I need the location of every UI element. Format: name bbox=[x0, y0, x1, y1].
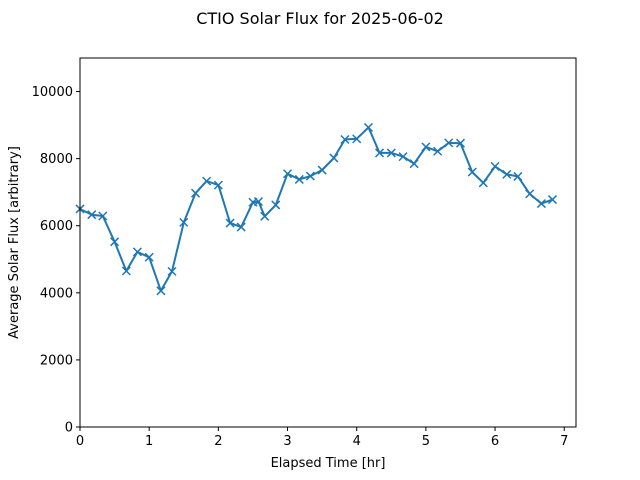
x-tick-label: 4 bbox=[353, 434, 361, 449]
data-point-marker bbox=[110, 237, 120, 247]
y-tick-label: 0 bbox=[65, 421, 73, 436]
x-tick-label: 2 bbox=[214, 434, 222, 449]
x-axis: 0 1 2 3 4 5 6 7 bbox=[76, 427, 568, 449]
data-point-marker bbox=[444, 138, 454, 148]
data-point-marker bbox=[547, 195, 558, 205]
y-tick-label: 4000 bbox=[40, 286, 73, 301]
data-point-marker bbox=[375, 148, 385, 158]
y-tick-label: 6000 bbox=[40, 219, 73, 234]
data-point-marker bbox=[294, 174, 304, 184]
chart-title: CTIO Solar Flux for 2025-06-02 bbox=[196, 9, 444, 28]
series-line bbox=[79, 126, 553, 292]
data-point-marker bbox=[260, 211, 270, 221]
data-point-marker bbox=[179, 217, 189, 227]
data-point-marker bbox=[490, 161, 500, 171]
plot-frame bbox=[79, 57, 577, 428]
data-point-marker bbox=[467, 167, 477, 177]
data-point-marker bbox=[433, 146, 443, 156]
data-point-marker bbox=[156, 286, 166, 296]
data-point-marker bbox=[236, 222, 246, 232]
x-tick-label: 3 bbox=[283, 434, 291, 449]
data-point-marker bbox=[305, 171, 315, 181]
x-tick-label: 7 bbox=[560, 434, 568, 449]
plot-content bbox=[75, 122, 558, 296]
data-point-marker bbox=[478, 178, 488, 188]
x-tick-label: 6 bbox=[491, 434, 499, 449]
data-point-marker bbox=[190, 188, 201, 198]
y-tick-label: 8000 bbox=[40, 152, 73, 167]
x-tick-label: 1 bbox=[145, 434, 153, 449]
data-point-marker bbox=[225, 218, 235, 228]
y-axis-label: Average Solar Flux [arbitrary] bbox=[7, 146, 22, 339]
data-point-marker bbox=[409, 159, 419, 169]
data-point-marker bbox=[167, 266, 177, 276]
data-point-marker bbox=[87, 210, 97, 220]
data-point-marker bbox=[525, 189, 535, 199]
data-point-marker bbox=[144, 252, 154, 262]
data-point-marker bbox=[386, 148, 396, 158]
data-point-marker bbox=[202, 176, 212, 186]
data-point-marker bbox=[132, 247, 142, 257]
data-point-marker bbox=[421, 142, 431, 152]
data-point-marker bbox=[317, 165, 327, 175]
data-point-marker bbox=[253, 197, 264, 207]
y-tick-label: 2000 bbox=[40, 353, 73, 368]
data-point-marker bbox=[283, 169, 293, 179]
data-point-marker bbox=[271, 200, 281, 210]
data-point-marker bbox=[352, 134, 362, 144]
data-point-marker bbox=[513, 171, 523, 181]
data-point-marker bbox=[329, 153, 339, 163]
x-tick-label: 0 bbox=[76, 434, 84, 449]
data-point-marker bbox=[121, 266, 131, 276]
data-point-marker bbox=[502, 169, 512, 179]
y-axis: 0 2000 4000 6000 8000 10000 bbox=[32, 85, 80, 436]
data-point-marker bbox=[98, 211, 108, 221]
data-point-marker bbox=[213, 180, 223, 190]
data-point-marker bbox=[363, 122, 373, 132]
x-tick-label: 5 bbox=[422, 434, 430, 449]
data-point-marker bbox=[340, 134, 350, 145]
data-point-marker bbox=[536, 199, 546, 209]
data-point-marker bbox=[455, 138, 466, 148]
y-tick-label: 10000 bbox=[32, 85, 73, 100]
data-point-marker bbox=[398, 152, 408, 162]
x-axis-label: Elapsed Time [hr] bbox=[271, 456, 386, 471]
